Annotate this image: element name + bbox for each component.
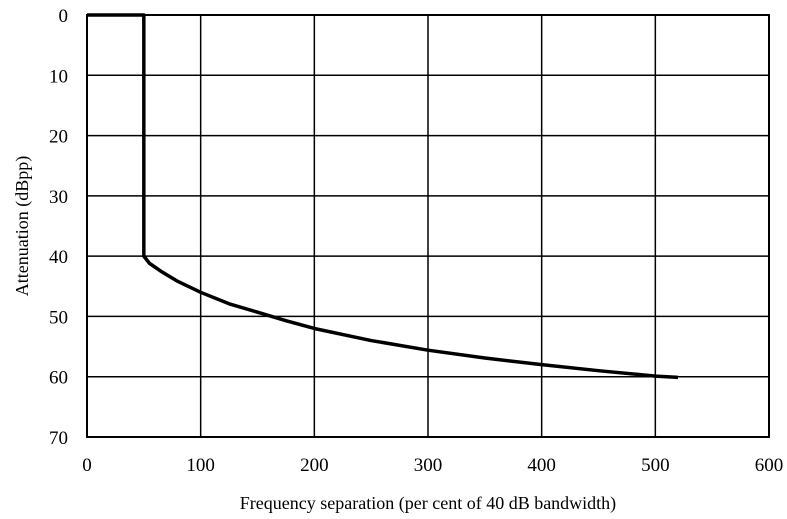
grid-lines bbox=[87, 15, 769, 437]
y-tick-label: 40 bbox=[49, 247, 68, 268]
y-tick-label: 10 bbox=[49, 66, 68, 87]
y-tick-label: 50 bbox=[49, 307, 68, 328]
x-tick-label: 400 bbox=[527, 455, 556, 476]
y-tick-label: 0 bbox=[59, 6, 69, 27]
attenuation-curve bbox=[87, 13, 679, 380]
y-tick-label: 30 bbox=[49, 187, 68, 208]
y-tick-label: 60 bbox=[49, 368, 68, 389]
series-layer bbox=[87, 13, 679, 380]
x-tick-label: 500 bbox=[641, 455, 670, 476]
y-tick-label: 70 bbox=[49, 428, 68, 449]
x-axis-title: Frequency separation (per cent of 40 dB … bbox=[240, 493, 616, 514]
x-tick-label: 0 bbox=[82, 455, 92, 476]
x-tick-labels: 0 100 200 300 400 500 600 bbox=[82, 455, 783, 476]
x-tick-label: 600 bbox=[755, 455, 784, 476]
y-axis-title: Attenuation (dBpp) bbox=[12, 156, 33, 296]
y-tick-labels: 0 10 20 30 40 50 60 70 bbox=[49, 6, 68, 449]
x-tick-label: 300 bbox=[414, 455, 443, 476]
plot-frame bbox=[86, 14, 770, 438]
y-tick-label: 20 bbox=[49, 127, 68, 148]
x-tick-label: 200 bbox=[300, 455, 329, 476]
x-tick-label: 100 bbox=[186, 455, 215, 476]
